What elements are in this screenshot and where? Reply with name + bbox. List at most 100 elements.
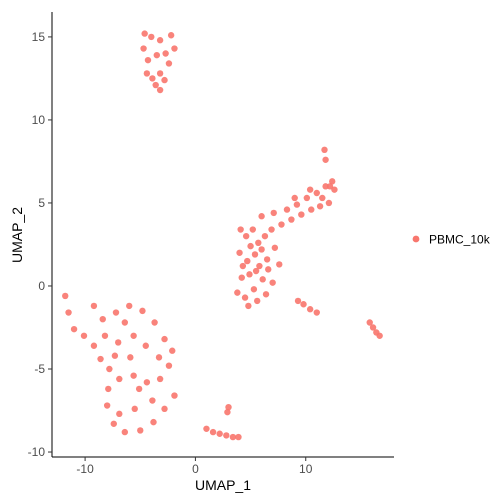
- scatter-point: [321, 146, 328, 154]
- y-tick-label: 10: [32, 113, 46, 127]
- scatter-point: [121, 319, 129, 326]
- scatter-point: [149, 397, 156, 404]
- scatter-point: [283, 206, 291, 213]
- y-tick-label: -5: [34, 362, 45, 376]
- scatter-point: [255, 239, 262, 247]
- scatter-point: [369, 324, 377, 331]
- scatter-point: [319, 194, 326, 202]
- scatter-point: [261, 232, 269, 240]
- scatter-point: [130, 372, 137, 379]
- x-axis-title: UMAP_1: [195, 477, 251, 493]
- scatter-point: [269, 279, 276, 286]
- scatter-point: [161, 405, 168, 413]
- scatter-point: [242, 232, 250, 240]
- scatter-point: [251, 251, 259, 258]
- scatter-point: [254, 297, 261, 305]
- scatter-point: [169, 347, 176, 354]
- scatter-point: [116, 375, 123, 383]
- scatter-point: [313, 189, 320, 197]
- scatter-point: [225, 403, 232, 411]
- y-axis-ticks: -10 -5 0 5 10 15: [28, 30, 52, 459]
- legend-swatch: [412, 235, 420, 243]
- scatter-point: [246, 271, 253, 278]
- scatter-point: [90, 302, 98, 310]
- y-tick-label: 15: [32, 30, 46, 44]
- scatter-point: [235, 433, 242, 441]
- scatter-point: [106, 365, 113, 373]
- scatter-point: [239, 262, 247, 270]
- scatter-point: [259, 276, 266, 283]
- scatter-point: [325, 199, 333, 207]
- scatter-point: [303, 194, 311, 202]
- scatter-point: [148, 33, 155, 41]
- scatter-point: [70, 325, 78, 333]
- scatter-point: [126, 302, 133, 310]
- scatter-point: [244, 257, 251, 265]
- scatter-point: [156, 37, 164, 44]
- scatter-point: [366, 319, 373, 326]
- scatter-point: [131, 405, 138, 413]
- scatter-point: [90, 342, 98, 349]
- scatter-point: [151, 319, 158, 326]
- scatter-point: [105, 385, 112, 393]
- scatter-point: [270, 209, 277, 217]
- scatter-point: [167, 32, 175, 39]
- scatter-point: [216, 430, 223, 437]
- y-tick-label: -10: [28, 445, 46, 459]
- scatter-point: [121, 428, 129, 436]
- scatter-point: [288, 216, 295, 223]
- scatter-point: [258, 213, 265, 220]
- x-tick-label: 0: [192, 462, 199, 476]
- scatter-point: [209, 428, 217, 436]
- scatter-point: [137, 427, 144, 434]
- scatter-point: [171, 45, 178, 52]
- scatter-point: [306, 186, 314, 193]
- scatter-point: [252, 267, 260, 275]
- scatter-point: [237, 226, 244, 233]
- scatter-point: [127, 354, 134, 361]
- scatter-point: [112, 309, 120, 316]
- scatter-point: [329, 178, 336, 185]
- x-tick-label: -10: [76, 462, 94, 476]
- x-tick-label: 10: [299, 462, 313, 476]
- scatter-point: [271, 244, 279, 251]
- scatter-point: [103, 402, 111, 409]
- legend-label: PBMC_10k: [429, 233, 491, 247]
- scatter-point: [249, 226, 256, 233]
- scatter-point: [224, 408, 231, 416]
- scatter-point: [110, 420, 117, 427]
- scatter-point: [65, 309, 72, 316]
- x-axis-ticks: -10 0 10: [76, 457, 313, 476]
- scatter-point: [294, 297, 302, 305]
- scatter-point: [161, 335, 168, 343]
- scatter-point: [316, 203, 324, 210]
- scatter-point: [144, 56, 152, 64]
- scatter-point: [143, 70, 151, 77]
- scatter-point: [143, 379, 151, 386]
- scatter-point: [152, 81, 159, 89]
- scatter-point: [150, 418, 157, 426]
- scatter-point: [322, 156, 329, 163]
- scatter-point: [153, 51, 161, 59]
- scatter-point: [101, 332, 109, 339]
- scatter-point: [293, 201, 301, 208]
- scatter-point: [111, 352, 119, 359]
- y-tick-label: 0: [38, 279, 45, 293]
- scatter-point: [278, 221, 285, 228]
- scatter-point: [165, 60, 173, 67]
- scatter-point: [223, 432, 230, 439]
- scatter-point: [229, 433, 237, 441]
- scatter-point: [155, 354, 163, 361]
- scatter-point: [203, 425, 210, 432]
- scatter-point: [156, 375, 164, 383]
- scatter-point: [130, 332, 137, 339]
- scatter-point: [300, 301, 307, 308]
- scatter-point: [161, 76, 168, 84]
- scatter-point: [376, 332, 383, 339]
- scatter-point: [241, 294, 249, 301]
- scatter-point: [245, 302, 252, 310]
- scatter-point: [99, 315, 106, 323]
- y-tick-label: 5: [38, 196, 45, 210]
- scatter-point: [258, 246, 265, 253]
- scatter-point: [97, 355, 104, 363]
